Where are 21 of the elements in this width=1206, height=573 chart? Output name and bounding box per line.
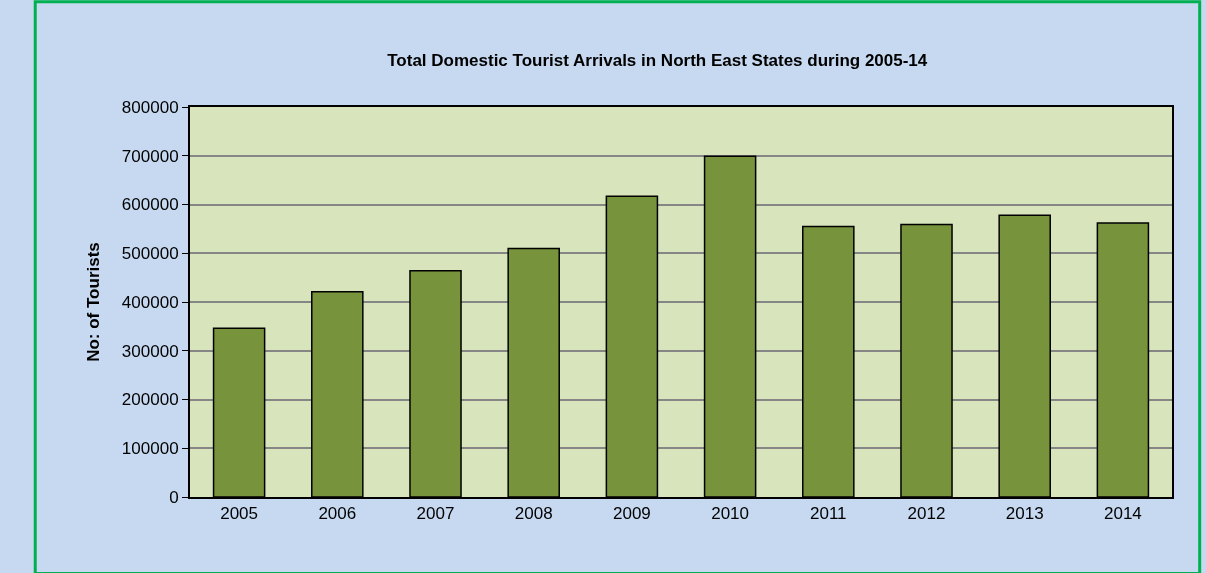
y-tick-label: 0 [169, 487, 179, 507]
y-tick-label: 200000 [121, 390, 179, 410]
x-tick-label: 2005 [220, 504, 259, 524]
x-tick-label: 2007 [416, 504, 455, 524]
y-tick-label: 500000 [121, 244, 179, 264]
y-axis-title: No: of Tourists [83, 242, 103, 362]
x-tick-label: 2014 [1103, 504, 1142, 524]
y-tick-label: 400000 [121, 292, 179, 312]
x-tick-label: 2008 [514, 504, 553, 524]
chart-title: Total Domestic Tourist Arrivals in North East States during 2005-14 [387, 51, 928, 71]
x-tick-label: 2006 [318, 504, 357, 524]
y-tick-label: 600000 [121, 195, 179, 215]
x-tick-label: 2013 [1005, 504, 1044, 524]
y-tick-label: 800000 [121, 97, 179, 117]
x-tick-label: 2011 [810, 504, 847, 524]
x-tick-label: 2012 [907, 504, 946, 524]
x-tick-label: 2009 [612, 504, 651, 524]
y-tick-label: 100000 [121, 439, 179, 459]
y-tick-label: 300000 [121, 341, 179, 361]
x-tick-label: 2010 [711, 504, 750, 524]
y-tick-label: 700000 [121, 146, 179, 166]
